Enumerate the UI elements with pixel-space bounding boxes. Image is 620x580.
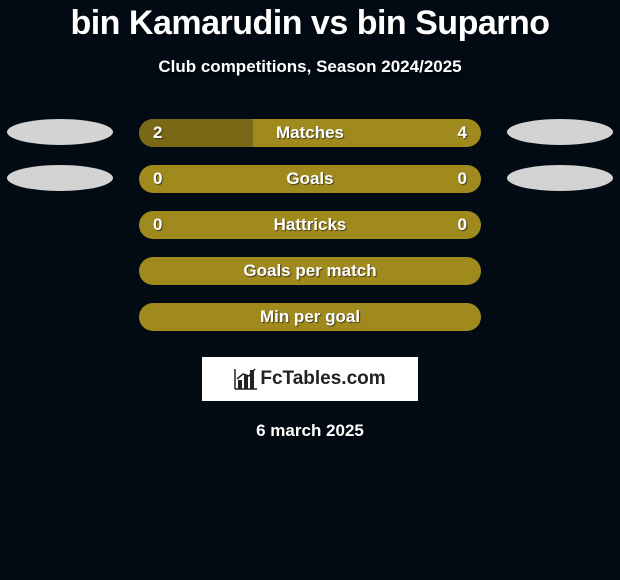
stat-bar: Goals per match — [139, 257, 481, 285]
stat-label: Goals — [139, 165, 481, 193]
player-right-marker — [507, 119, 613, 145]
logo-wrap: FcTables.com — [234, 368, 385, 390]
player-left-marker — [7, 165, 113, 191]
stat-row: Hattricks0 0 — [0, 211, 620, 257]
logo-text: FcTables.com — [260, 368, 385, 390]
stats-bars: Matches24Goals00Hattricks00Goals per mat… — [0, 119, 620, 349]
bar-chart-icon — [234, 368, 258, 390]
stat-bar: Matches2 4 — [139, 119, 481, 147]
page-subtitle: Club competitions, Season 2024/2025 — [0, 57, 620, 77]
stat-value-left: 0 — [153, 211, 162, 239]
stat-value-left: 2 — [153, 119, 162, 147]
page-title: bin Kamarudin vs bin Suparno — [0, 0, 620, 43]
footer-date: 6 march 2025 — [0, 421, 620, 441]
stat-label: Min per goal — [139, 303, 481, 331]
infographic-container: bin Kamarudin vs bin Suparno Club compet… — [0, 0, 620, 580]
stat-value-right: 0 — [458, 165, 467, 193]
stat-row: Matches2 4 — [0, 119, 620, 165]
stat-bar: Hattricks0 0 — [139, 211, 481, 239]
stat-label: Goals per match — [139, 257, 481, 285]
player-right-marker — [507, 165, 613, 191]
stat-value-left: 0 — [153, 165, 162, 193]
logo-box: FcTables.com — [202, 357, 418, 401]
stat-label: Matches — [139, 119, 481, 147]
stat-row: Min per goal — [0, 303, 620, 349]
stat-row: Goals0 0 — [0, 165, 620, 211]
stat-label: Hattricks — [139, 211, 481, 239]
player-left-marker — [7, 119, 113, 145]
stat-value-right: 0 — [458, 211, 467, 239]
stat-row: Goals per match — [0, 257, 620, 303]
stat-bar: Goals0 0 — [139, 165, 481, 193]
stat-bar: Min per goal — [139, 303, 481, 331]
stat-value-right: 4 — [458, 119, 467, 147]
